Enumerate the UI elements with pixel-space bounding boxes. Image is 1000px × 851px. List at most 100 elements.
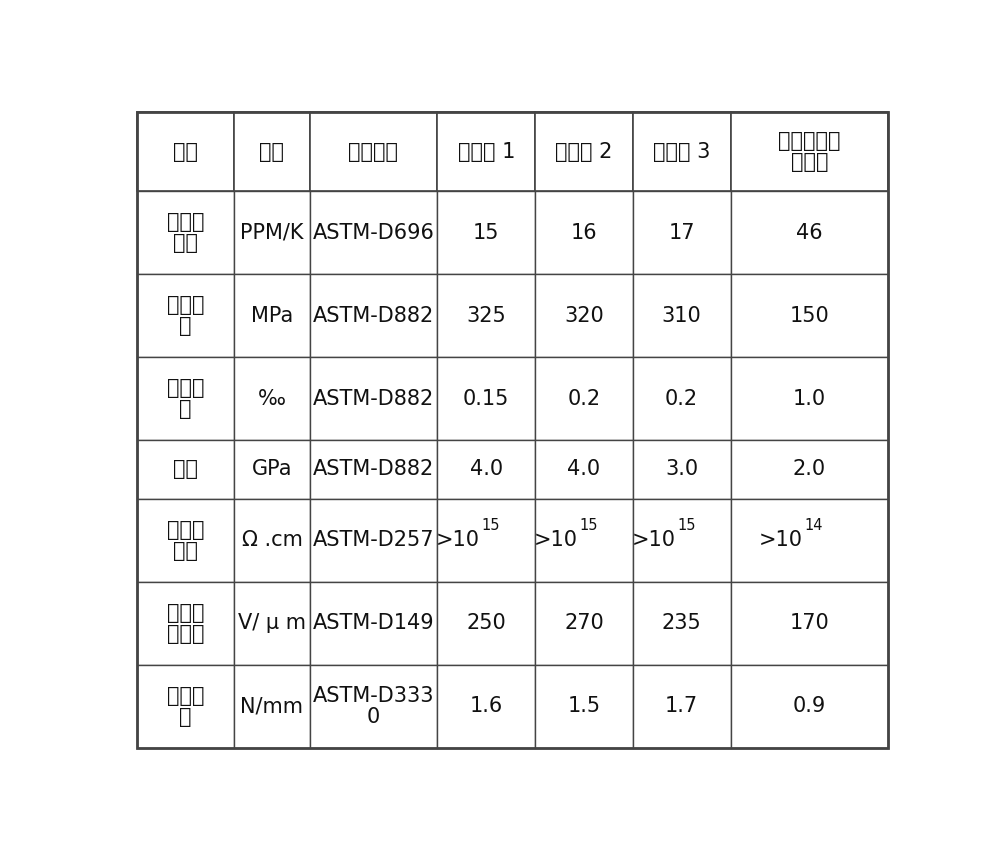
Text: 测试方法: 测试方法 (348, 141, 398, 162)
Text: 度: 度 (179, 706, 192, 727)
Bar (731, 357, 888, 440)
Text: 单位: 单位 (259, 141, 284, 162)
Text: N/mm: N/mm (240, 696, 303, 716)
Text: 体积电: 体积电 (167, 520, 204, 540)
Bar (137, 191, 234, 274)
Bar (310, 112, 437, 191)
Bar (437, 440, 535, 499)
Bar (731, 112, 888, 191)
Text: 常规聚酰亚: 常规聚酰亚 (778, 131, 841, 151)
Text: 热膨胀: 热膨胀 (167, 213, 204, 232)
Bar (731, 582, 888, 665)
Text: 2.0: 2.0 (793, 460, 826, 479)
Text: ASTM-D882: ASTM-D882 (313, 306, 434, 326)
Text: 拉伸强: 拉伸强 (167, 295, 204, 316)
Text: >10: >10 (759, 530, 803, 551)
Bar (137, 665, 234, 747)
Bar (234, 440, 310, 499)
Bar (437, 357, 535, 440)
Text: 15: 15 (482, 518, 500, 533)
Text: 0: 0 (367, 706, 380, 727)
Text: 16: 16 (571, 223, 597, 243)
Text: ASTM-D882: ASTM-D882 (313, 389, 434, 408)
Bar (310, 582, 437, 665)
Text: MPa: MPa (251, 306, 293, 326)
Bar (310, 665, 437, 747)
Text: GPa: GPa (252, 460, 292, 479)
Bar (731, 499, 888, 582)
Bar (437, 274, 535, 357)
Bar (633, 440, 731, 499)
Bar (535, 440, 633, 499)
Text: 实施例 3: 实施例 3 (653, 141, 710, 162)
Bar (633, 274, 731, 357)
Text: 1.6: 1.6 (470, 696, 503, 716)
Bar (437, 191, 535, 274)
Bar (535, 191, 633, 274)
Text: 15: 15 (473, 223, 499, 243)
Bar (437, 499, 535, 582)
Bar (137, 499, 234, 582)
Bar (437, 665, 535, 747)
Text: 4.0: 4.0 (567, 460, 600, 479)
Bar (731, 665, 888, 747)
Text: 率: 率 (179, 399, 192, 419)
Bar (310, 499, 437, 582)
Bar (234, 665, 310, 747)
Bar (535, 112, 633, 191)
Text: ASTM-D333: ASTM-D333 (313, 686, 434, 705)
Text: >10: >10 (436, 530, 480, 551)
Text: 气强度: 气强度 (167, 624, 204, 643)
Text: 320: 320 (564, 306, 604, 326)
Bar (310, 191, 437, 274)
Text: 17: 17 (668, 223, 695, 243)
Bar (234, 274, 310, 357)
Bar (234, 582, 310, 665)
Text: 系数: 系数 (173, 233, 198, 254)
Text: 0.15: 0.15 (463, 389, 509, 408)
Text: 模量: 模量 (173, 460, 198, 479)
Text: 性能: 性能 (173, 141, 198, 162)
Text: 交流电: 交流电 (167, 603, 204, 623)
Bar (137, 357, 234, 440)
Text: ASTM-D257: ASTM-D257 (313, 530, 434, 551)
Bar (633, 112, 731, 191)
Text: 度: 度 (179, 317, 192, 336)
Text: 0.2: 0.2 (567, 389, 600, 408)
Bar (437, 582, 535, 665)
Bar (234, 499, 310, 582)
Bar (633, 665, 731, 747)
Text: V/ μ m: V/ μ m (238, 614, 306, 633)
Text: 4.0: 4.0 (470, 460, 503, 479)
Text: >10: >10 (534, 530, 578, 551)
Text: ASTM-D696: ASTM-D696 (312, 223, 434, 243)
Text: 0.9: 0.9 (793, 696, 826, 716)
Bar (310, 274, 437, 357)
Text: PPM/K: PPM/K (240, 223, 304, 243)
Bar (535, 357, 633, 440)
Text: 46: 46 (796, 223, 823, 243)
Text: 剥离强: 剥离强 (167, 686, 204, 705)
Bar (234, 112, 310, 191)
Text: 250: 250 (466, 614, 506, 633)
Text: 阻率: 阻率 (173, 540, 198, 561)
Bar (137, 274, 234, 357)
Bar (731, 274, 888, 357)
Text: Ω .cm: Ω .cm (242, 530, 302, 551)
Text: >10: >10 (631, 530, 675, 551)
Text: 3.0: 3.0 (665, 460, 698, 479)
Text: 235: 235 (662, 614, 702, 633)
Bar (310, 440, 437, 499)
Text: 实施例 2: 实施例 2 (555, 141, 613, 162)
Bar (633, 191, 731, 274)
Bar (633, 582, 731, 665)
Text: 270: 270 (564, 614, 604, 633)
Bar (535, 665, 633, 747)
Bar (535, 499, 633, 582)
Bar (437, 112, 535, 191)
Text: 热收缩: 热收缩 (167, 379, 204, 398)
Text: ASTM-D882: ASTM-D882 (313, 460, 434, 479)
Bar (137, 582, 234, 665)
Bar (234, 357, 310, 440)
Text: 1.0: 1.0 (793, 389, 826, 408)
